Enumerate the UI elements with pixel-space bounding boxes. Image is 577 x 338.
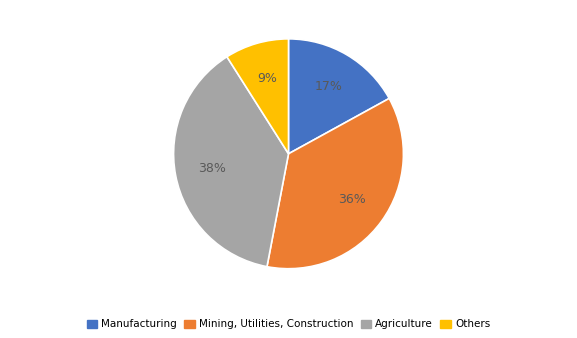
Text: 17%: 17% <box>314 80 342 93</box>
Wedge shape <box>227 39 288 154</box>
Wedge shape <box>174 57 288 267</box>
Text: 36%: 36% <box>338 193 366 206</box>
Wedge shape <box>267 98 403 269</box>
Text: 9%: 9% <box>257 72 276 85</box>
Legend: Manufacturing, Mining, Utilities, Construction, Agriculture, Others: Manufacturing, Mining, Utilities, Constr… <box>87 319 490 330</box>
Text: 38%: 38% <box>198 162 226 175</box>
Wedge shape <box>288 39 389 154</box>
